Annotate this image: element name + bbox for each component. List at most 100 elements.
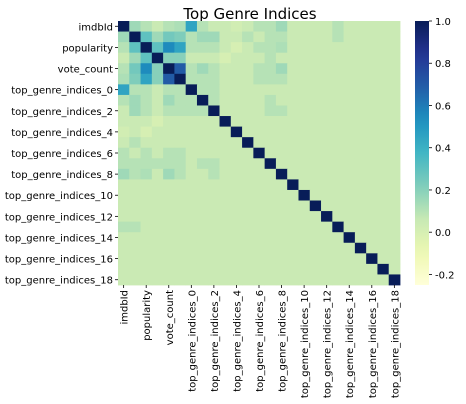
heatmap-cell [242, 137, 254, 149]
heatmap-cell [321, 84, 333, 96]
heatmap-cell [208, 253, 220, 265]
column-label: top_genre_indices_16 [368, 290, 379, 398]
heatmap-cell [174, 126, 187, 138]
heatmap-cell [388, 31, 401, 43]
heatmap-cell [140, 63, 153, 75]
row-label: top_genre_indices_8 [11, 170, 113, 181]
heatmap-cell [219, 126, 232, 138]
heatmap-cell [388, 63, 401, 75]
heatmap-cell [354, 242, 367, 254]
heatmap-cell [253, 168, 266, 180]
heatmap-cell [309, 116, 322, 127]
heatmap-cell [287, 42, 299, 54]
heatmap-cell [118, 137, 130, 149]
heatmap-cell [129, 126, 141, 138]
heatmap-cell [377, 189, 390, 201]
heatmap-cell [264, 147, 277, 159]
heatmap-cell [185, 221, 198, 233]
heatmap-cell [230, 137, 243, 149]
heatmap-cell [343, 73, 356, 85]
heatmap-cell [196, 116, 209, 127]
heatmap-cell [129, 211, 141, 223]
heatmap-cell [377, 274, 390, 286]
heatmap-cell [343, 147, 356, 159]
heatmap-cell [118, 211, 130, 223]
heatmap-cell [140, 105, 153, 117]
heatmap-cells [118, 21, 401, 286]
heatmap-cell [298, 263, 311, 275]
heatmap-cell [208, 52, 220, 64]
heatmap-cell [208, 105, 220, 117]
heatmap-cell [242, 73, 254, 85]
heatmap-cell [219, 63, 232, 75]
heatmap-cell [275, 221, 288, 233]
heatmap-cell [388, 221, 401, 233]
heatmap-cell [287, 73, 299, 85]
heatmap-cell [366, 21, 378, 32]
heatmap-cell [163, 200, 175, 212]
heatmap-cell [196, 221, 209, 233]
heatmap-cell [185, 158, 198, 170]
heatmap-cell [332, 63, 344, 75]
column-label: vote_count [165, 290, 176, 345]
heatmap-cell [332, 126, 344, 138]
heatmap-cell [242, 63, 254, 75]
heatmap-cell [174, 63, 187, 75]
heatmap-cell [366, 189, 378, 201]
heatmap-cell [388, 168, 401, 180]
heatmap-cell [354, 116, 367, 127]
heatmap-cell [343, 31, 356, 43]
heatmap-cell [253, 274, 266, 286]
heatmap-cell [174, 189, 187, 201]
heatmap-cell [366, 116, 378, 127]
heatmap-cell [332, 84, 344, 96]
heatmap-cell [321, 126, 333, 138]
heatmap-cell [298, 242, 311, 254]
heatmap-cell [196, 232, 209, 244]
heatmap-cell [208, 147, 220, 159]
heatmap-cell [309, 263, 322, 275]
heatmap-cell [275, 274, 288, 286]
heatmap-cell [185, 105, 198, 117]
heatmap-cell [264, 253, 277, 265]
heatmap-cell [151, 63, 164, 75]
heatmap-cell [219, 232, 232, 244]
heatmap-cell [287, 63, 299, 75]
heatmap-cell [321, 211, 333, 223]
heatmap-cell [219, 116, 232, 127]
row-label: popularity [62, 43, 113, 54]
heatmap-cell [174, 116, 187, 127]
heatmap-cell [332, 52, 344, 64]
heatmap-cell [264, 31, 277, 43]
heatmap-cell [264, 158, 277, 170]
heatmap-cell [332, 168, 344, 180]
heatmap-cell [332, 137, 344, 149]
heatmap-cell [163, 137, 175, 149]
heatmap-cell [140, 94, 153, 106]
heatmap-cell [354, 84, 367, 96]
heatmap-cell [332, 263, 344, 275]
heatmap-cell [321, 200, 333, 212]
heatmap-cell [151, 158, 164, 170]
heatmap-cell [140, 179, 153, 191]
heatmap-cell [287, 105, 299, 117]
heatmap-cell [264, 168, 277, 180]
heatmap-cell [196, 63, 209, 75]
heatmap-cell [242, 189, 254, 201]
heatmap-cell [230, 73, 243, 85]
heatmap-cell [196, 253, 209, 265]
row-labels: imdbId popularity vote_count top_genre_indi… [5, 22, 118, 287]
heatmap-cell [388, 147, 401, 159]
heatmap-cell [140, 137, 153, 149]
row-label: top_genre_indices_10 [5, 191, 113, 202]
heatmap-cell [264, 63, 277, 75]
heatmap-cell [185, 168, 198, 180]
heatmap-cell [118, 73, 130, 85]
heatmap-cell [366, 137, 378, 149]
heatmap-cell [219, 189, 232, 201]
heatmap-cell [118, 126, 130, 138]
heatmap-cell [219, 253, 232, 265]
heatmap-cell [174, 179, 187, 191]
heatmap-cell [287, 179, 299, 191]
heatmap-cell [129, 21, 141, 32]
